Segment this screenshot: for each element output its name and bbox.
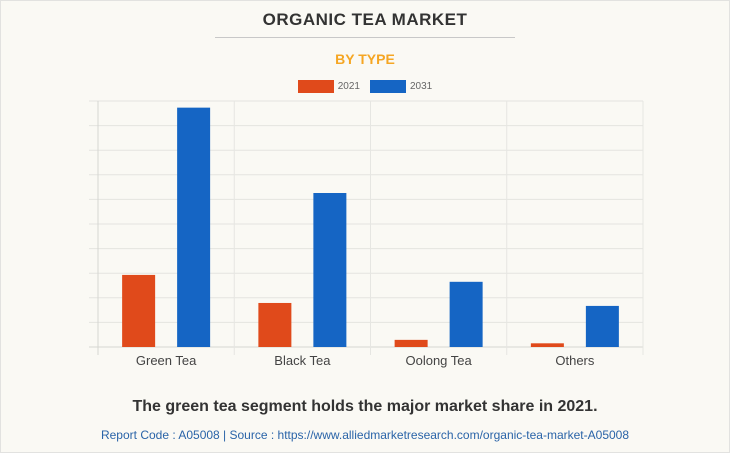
bar-oolong-tea-2031 (449, 281, 483, 347)
legend-swatch-2021 (297, 80, 334, 93)
source-line: Report Code : A05008 | Source : https://… (100, 428, 630, 442)
chart-subtitle: BY TYPE (335, 51, 395, 67)
bar-black-tea-2031 (313, 193, 347, 347)
legend-item-2031[interactable]: 2031 (370, 80, 432, 93)
x-tick-label-others: Others (555, 353, 595, 368)
legend-item-2021[interactable]: 2021 (297, 80, 360, 93)
bar-others-2021 (530, 343, 564, 347)
bar-green-tea-2021 (122, 274, 156, 347)
title-divider (215, 37, 515, 38)
legend-label-2021: 2021 (337, 81, 360, 92)
bar-black-tea-2021 (258, 302, 292, 347)
legend-swatch-2031 (370, 80, 406, 93)
bar-others-2031 (585, 305, 619, 347)
x-tick-label-oolong-tea: Oolong Tea (405, 353, 472, 368)
legend: 2021 2031 (0, 80, 730, 93)
chart-title: ORGANIC TEA MARKET (262, 10, 468, 29)
chart-caption: The green tea segment holds the major ma… (132, 398, 598, 415)
x-tick-label-green-tea: Green Tea (136, 353, 197, 368)
bar-green-tea-2031 (177, 107, 211, 347)
legend-label-2031: 2031 (410, 81, 433, 92)
x-tick-label-black-tea: Black Tea (274, 353, 331, 368)
bar-oolong-tea-2021 (394, 339, 428, 347)
